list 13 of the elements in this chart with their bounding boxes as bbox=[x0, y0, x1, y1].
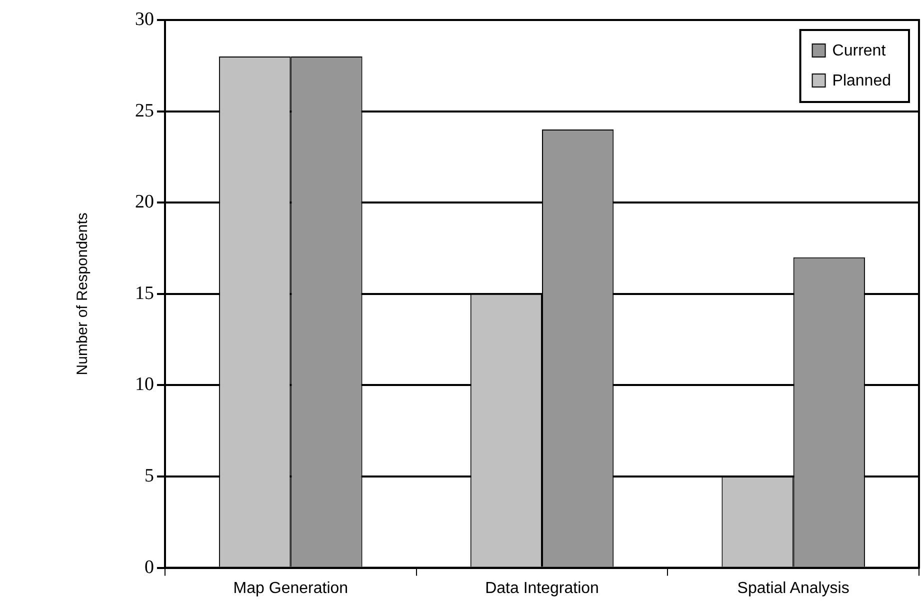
x-tick-label: Spatial Analysis bbox=[737, 580, 850, 597]
y-tick-label: 20 bbox=[135, 192, 154, 213]
y-axis-title: Number of Respondents bbox=[74, 212, 92, 376]
y-tick-label: 10 bbox=[135, 374, 154, 396]
legend-label: Current bbox=[832, 42, 886, 60]
y-tick-label: 0 bbox=[144, 556, 154, 578]
y-tick-label: 5 bbox=[144, 465, 154, 486]
y-tick-label: 15 bbox=[135, 282, 154, 304]
x-tick-label: Map Generation bbox=[233, 580, 348, 597]
y-tick-label: 30 bbox=[135, 8, 154, 30]
x-tick-label: Data Integration bbox=[485, 580, 599, 597]
y-tick-label: 25 bbox=[135, 100, 154, 122]
legend-label: Planned bbox=[832, 72, 891, 90]
